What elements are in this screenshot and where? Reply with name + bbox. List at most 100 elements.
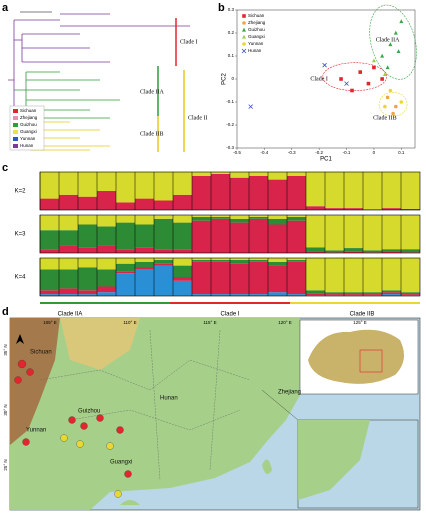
x-tick-label: -0.4 [261, 150, 269, 155]
x-axis-label: PC1 [320, 157, 332, 163]
ancestry-segment [97, 245, 116, 253]
ancestry-segment [230, 222, 249, 253]
ancestry-segment [211, 216, 230, 219]
ancestry-segment [249, 259, 268, 262]
ancestry-segment [268, 179, 287, 210]
ancestry-segment [287, 261, 306, 295]
ancestry-segment [173, 215, 192, 223]
x-tick-label: 0 [373, 150, 376, 155]
region-label: Zhejiang [278, 390, 301, 396]
y-tick-label: -0.3 [226, 145, 234, 150]
ancestry-segment [116, 263, 135, 272]
ancestry-segment [306, 290, 325, 294]
clade-label: Clade IIA [140, 89, 164, 95]
k-label: K=3 [15, 232, 27, 238]
ancestry-segment [306, 215, 325, 248]
clade-label: Clade II [188, 115, 208, 121]
ancestry-segment [135, 224, 154, 248]
ancestry-segment [116, 249, 135, 253]
ancestry-segment [401, 294, 420, 296]
ancestry-segment [363, 172, 382, 210]
point [350, 88, 354, 93]
ancestry-segment [230, 294, 249, 296]
annotation: Clade IIB [373, 115, 397, 121]
legend-label: Zhejiang [248, 20, 266, 25]
ancestry-segment [78, 215, 97, 225]
ancestry-segment [306, 251, 325, 253]
ancestry-segment [249, 294, 268, 296]
ancestry-segment [154, 258, 173, 260]
point [399, 19, 404, 24]
ancestry-segment [249, 172, 268, 176]
y-tick-label: 0 [231, 76, 234, 81]
ancestry-segment [363, 252, 382, 253]
ancestry-segment [154, 265, 173, 296]
ancestry-segment [287, 172, 306, 176]
ancestry-segment [230, 177, 249, 210]
ancestry-segment [116, 222, 135, 250]
row-frame [39, 171, 421, 211]
ancestry-segment [173, 265, 192, 277]
ancestry-segment [78, 294, 97, 296]
legend-marker [241, 48, 247, 54]
ancestry-segment [211, 173, 230, 210]
latitude-label: 30° N [3, 404, 8, 415]
legend-label: Hunan [248, 48, 262, 53]
ancestry-segment [268, 215, 287, 219]
point [358, 70, 363, 74]
ancestry-segment [135, 198, 154, 210]
ancestry-segment [97, 226, 116, 246]
ancestry-segment [230, 215, 249, 219]
ancestry-segment [192, 215, 211, 217]
ancestry-segment [287, 220, 306, 253]
ancestry-segment [59, 194, 78, 210]
ancestry-segment [40, 290, 59, 295]
longitude-label: 115° E [203, 320, 216, 325]
legend-label: Zhejiang [20, 115, 38, 120]
ancestry-segment [97, 269, 116, 287]
point [388, 88, 393, 93]
ancestry-segment [192, 220, 211, 253]
ancestry-segment [173, 258, 192, 266]
ancestry-segment [135, 258, 154, 262]
ancestry-segment [287, 294, 306, 296]
ancestry-segment [363, 215, 382, 251]
y-tick-label: 0.2 [228, 30, 235, 35]
ancestry-segment [268, 292, 287, 296]
ancestry-segment [230, 263, 249, 295]
longitude-label: 110° E [123, 320, 136, 325]
latitude-label: 35° N [3, 344, 8, 355]
ancestry-segment [287, 175, 306, 210]
legend-swatch [13, 123, 18, 127]
ancestry-segment [268, 261, 287, 266]
ancestry-segment [249, 258, 268, 260]
legend-marker [242, 42, 246, 46]
x-tick-label: -0.5 [233, 150, 241, 155]
legend-swatch [13, 137, 18, 141]
k-label: K=4 [15, 275, 27, 281]
ancestry-segment [173, 222, 192, 250]
clade-label: Clade I [180, 39, 198, 45]
ancestry-segment [173, 249, 192, 253]
ancestry-segment [325, 208, 344, 210]
point [391, 111, 395, 116]
ancestry-segment [363, 250, 382, 253]
ancestry-segment [40, 230, 59, 250]
ancestry-segment [344, 251, 363, 253]
ancestry-segment [287, 258, 306, 260]
ancestry-segment [401, 249, 420, 253]
map-clade-label: Clade I [220, 312, 239, 318]
point [385, 65, 390, 70]
ancestry-segment [344, 215, 363, 249]
ancestry-segment [382, 294, 401, 296]
point [399, 100, 404, 104]
ancestry-segment [268, 172, 287, 180]
ancestry-segment [325, 250, 344, 253]
ancestry-segment [382, 208, 401, 210]
ancestry-segment [78, 258, 97, 268]
ancestry-segment [363, 295, 382, 296]
ancestry-segment [344, 294, 363, 296]
ancestry-segment [363, 294, 382, 296]
legend-marker [242, 14, 246, 18]
ancestry-segment [192, 258, 211, 260]
